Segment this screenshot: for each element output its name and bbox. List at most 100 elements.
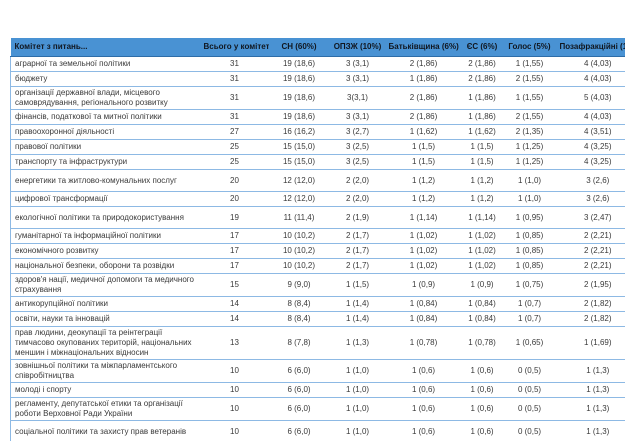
value-cell: 3 (3,1) <box>329 71 386 87</box>
value-cell: 1 (0,65) <box>502 326 557 360</box>
table-row: транспорту та інфраструктури 25 15 (15,0) 3… <box>10 154 625 170</box>
committee-name-cell: аграрної та земельної політики <box>10 56 201 72</box>
value-cell: 1 (0,6) <box>461 397 503 421</box>
value-cell: 2 (2,0) <box>329 169 386 192</box>
value-cell: 2 (1,86) <box>385 56 462 72</box>
value-cell: 1 (0,75) <box>502 273 557 297</box>
value-cell: 1 (1,69) <box>556 326 625 360</box>
value-cell: 20 <box>200 169 269 192</box>
value-cell: 1 (1,14) <box>385 206 462 229</box>
header-row: Комітет з питань... Всього у комітеті СН (… <box>10 38 625 57</box>
value-cell: 1 (1,0) <box>329 359 386 383</box>
value-cell: 3 (2,5) <box>329 139 386 155</box>
value-cell: 1 (1,02) <box>461 258 503 274</box>
value-cell: 0 (0,5) <box>502 397 557 421</box>
value-cell: 0 (0,5) <box>502 359 557 383</box>
value-cell: 1 (1,02) <box>385 228 462 244</box>
value-cell: 17 <box>200 243 269 259</box>
value-cell: 4 (3,25) <box>556 154 625 170</box>
value-cell: 1 (1,0) <box>329 397 386 421</box>
value-cell: 9 (9,0) <box>268 273 330 297</box>
value-cell: 1 (0,85) <box>502 228 557 244</box>
value-cell: 1 (0,6) <box>385 420 462 441</box>
value-cell: 1 (1,02) <box>385 258 462 274</box>
value-cell: 2 (1,55) <box>502 71 557 87</box>
table-row: молоді і спорту 10 6 (6,0) 1 (1,0) 1 (0,6) 1 … <box>10 382 625 398</box>
value-cell: 1 (1,3) <box>556 397 625 421</box>
value-cell: 2 (2,21) <box>556 228 625 244</box>
value-cell: 1 (1,5) <box>461 139 503 155</box>
value-cell: 4 (3,25) <box>556 139 625 155</box>
value-cell: 1 (1,3) <box>556 359 625 383</box>
value-cell: 3 (2,5) <box>329 154 386 170</box>
table-row: економічного розвитку 17 10 (10,2) 2 (1,7) 1… <box>10 243 625 259</box>
value-cell: 1 (1,5) <box>385 154 462 170</box>
committee-name-cell: екологічної політики та природокористува… <box>10 206 201 229</box>
value-cell: 10 (10,2) <box>268 243 330 259</box>
table-row: антикорупційної політики 14 8 (8,4) 1 (1,4)… <box>10 296 625 312</box>
value-cell: 1 (0,7) <box>502 311 557 327</box>
value-cell: 1 (1,02) <box>461 228 503 244</box>
value-cell: 1 (1,3) <box>329 326 386 360</box>
table-body: аграрної та земельної політики 31 19 (18,6… <box>10 56 625 441</box>
value-cell: 3(3,1) <box>329 86 386 110</box>
value-cell: 2 (1,86) <box>385 86 462 110</box>
value-cell: 1 (0,78) <box>461 326 503 360</box>
column-header: Голос (5%) <box>502 38 557 57</box>
value-cell: 1 (0,6) <box>385 359 462 383</box>
table-row: прав людини, деокупації та реінтеграції … <box>10 326 625 360</box>
committee-name-cell: прав людини, деокупації та реінтеграції … <box>10 326 201 360</box>
table-row: аграрної та земельної політики 31 19 (18,6… <box>10 56 625 72</box>
committee-name-cell: національної безпеки, оборони та розвідк… <box>10 258 201 274</box>
value-cell: 19 (18,6) <box>268 71 330 87</box>
value-cell: 0 (0,5) <box>502 420 557 441</box>
value-cell: 1 (1,0) <box>329 420 386 441</box>
value-cell: 3 (3,1) <box>329 109 386 125</box>
committee-name-cell: енергетики та житлово-комунальних послуг <box>10 169 201 192</box>
committee-name-cell: економічного розвитку <box>10 243 201 259</box>
table-header: Комітет з питань... Всього у комітеті СН (… <box>10 38 625 57</box>
committee-name-cell: соціальної політики та захисту прав вете… <box>10 420 201 441</box>
value-cell: 2 (1,86) <box>461 71 503 87</box>
value-cell: 10 (10,2) <box>268 258 330 274</box>
value-cell: 4 (4,03) <box>556 109 625 125</box>
value-cell: 19 (18,6) <box>268 109 330 125</box>
value-cell: 1 (0,84) <box>461 311 503 327</box>
table-row: зовнішньої політики та міжпарламентськог… <box>10 359 625 383</box>
committee-name-cell: гуманітарної та інформаційної політики <box>10 228 201 244</box>
value-cell: 2 (2,21) <box>556 258 625 274</box>
value-cell: 3 (2,7) <box>329 124 386 140</box>
value-cell: 1 (0,6) <box>461 382 503 398</box>
value-cell: 2 (1,82) <box>556 296 625 312</box>
value-cell: 10 <box>200 359 269 383</box>
committee-name-cell: здоров'я нації, медичної допомоги та мед… <box>10 273 201 297</box>
value-cell: 5 (4,03) <box>556 86 625 110</box>
value-cell: 1 (1,86) <box>461 86 503 110</box>
table-row: правової політики 25 15 (15,0) 3 (2,5) 1 (1,… <box>10 139 625 155</box>
committee-name-cell: організації державної влади, місцевого с… <box>10 86 201 110</box>
value-cell: 16 (16,2) <box>268 124 330 140</box>
value-cell: 25 <box>200 139 269 155</box>
value-cell: 2 (1,86) <box>461 56 503 72</box>
committee-name-cell: освіти, науки та інновацій <box>10 311 201 327</box>
value-cell: 27 <box>200 124 269 140</box>
value-cell: 14 <box>200 311 269 327</box>
value-cell: 1 (0,6) <box>461 359 503 383</box>
value-cell: 10 (10,2) <box>268 228 330 244</box>
value-cell: 3 (2,6) <box>556 191 625 207</box>
committee-name-cell: молоді і спорту <box>10 382 201 398</box>
value-cell: 17 <box>200 258 269 274</box>
committee-name-cell: бюджету <box>10 71 201 87</box>
value-cell: 31 <box>200 71 269 87</box>
table-row: енергетики та житлово-комунальних послуг… <box>10 169 625 192</box>
value-cell: 1 (0,85) <box>502 258 557 274</box>
value-cell: 1 (1,02) <box>461 243 503 259</box>
value-cell: 11 (11,4) <box>268 206 330 229</box>
value-cell: 1 (1,62) <box>461 124 503 140</box>
value-cell: 19 (18,6) <box>268 56 330 72</box>
value-cell: 1 (0,84) <box>461 296 503 312</box>
value-cell: 1 (0,6) <box>385 382 462 398</box>
table-row: бюджету 31 19 (18,6) 3 (3,1) 1 (1,86) 2 (1,86… <box>10 71 625 87</box>
committee-name-cell: транспорту та інфраструктури <box>10 154 201 170</box>
